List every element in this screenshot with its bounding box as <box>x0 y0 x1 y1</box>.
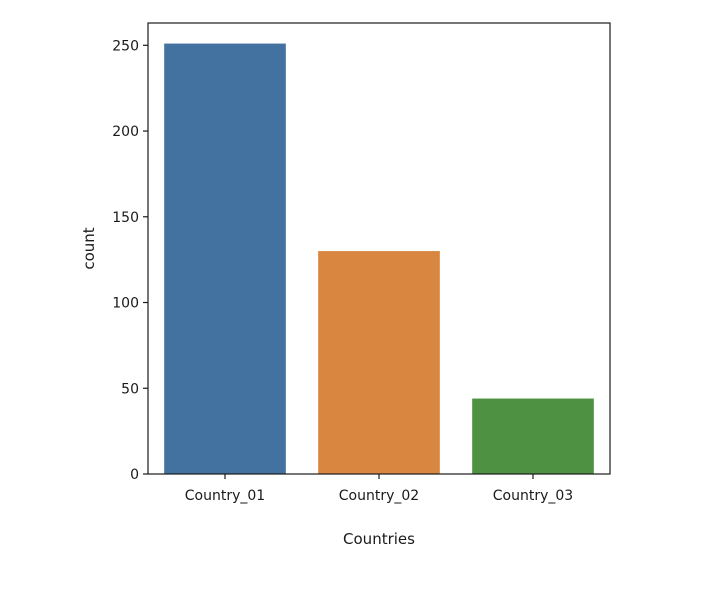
bars <box>164 43 594 475</box>
plot-frame <box>147 22 611 475</box>
bar-country-02 <box>318 251 440 474</box>
y-tick-label: 50 <box>121 381 139 397</box>
y-tick-label: 0 <box>130 467 139 483</box>
y-tick-label: 200 <box>112 124 139 140</box>
y-tick-label: 150 <box>112 210 139 226</box>
y-tick-label: 100 <box>112 296 139 312</box>
bar-country-03 <box>472 398 594 474</box>
x-axis-label: Countries <box>343 530 415 548</box>
x-tick-label: Country_02 <box>339 488 419 504</box>
x-tick-label: Country_01 <box>185 488 265 504</box>
y-axis-label: count <box>80 227 98 269</box>
y-axis-ticks: 0 50 100 150 200 250 <box>112 38 148 483</box>
bar-country-01 <box>164 43 286 475</box>
x-tick-label: Country_03 <box>493 488 573 504</box>
y-tick-label: 250 <box>112 38 139 54</box>
x-axis-ticks: Country_01 Country_02 Country_03 <box>185 474 573 504</box>
